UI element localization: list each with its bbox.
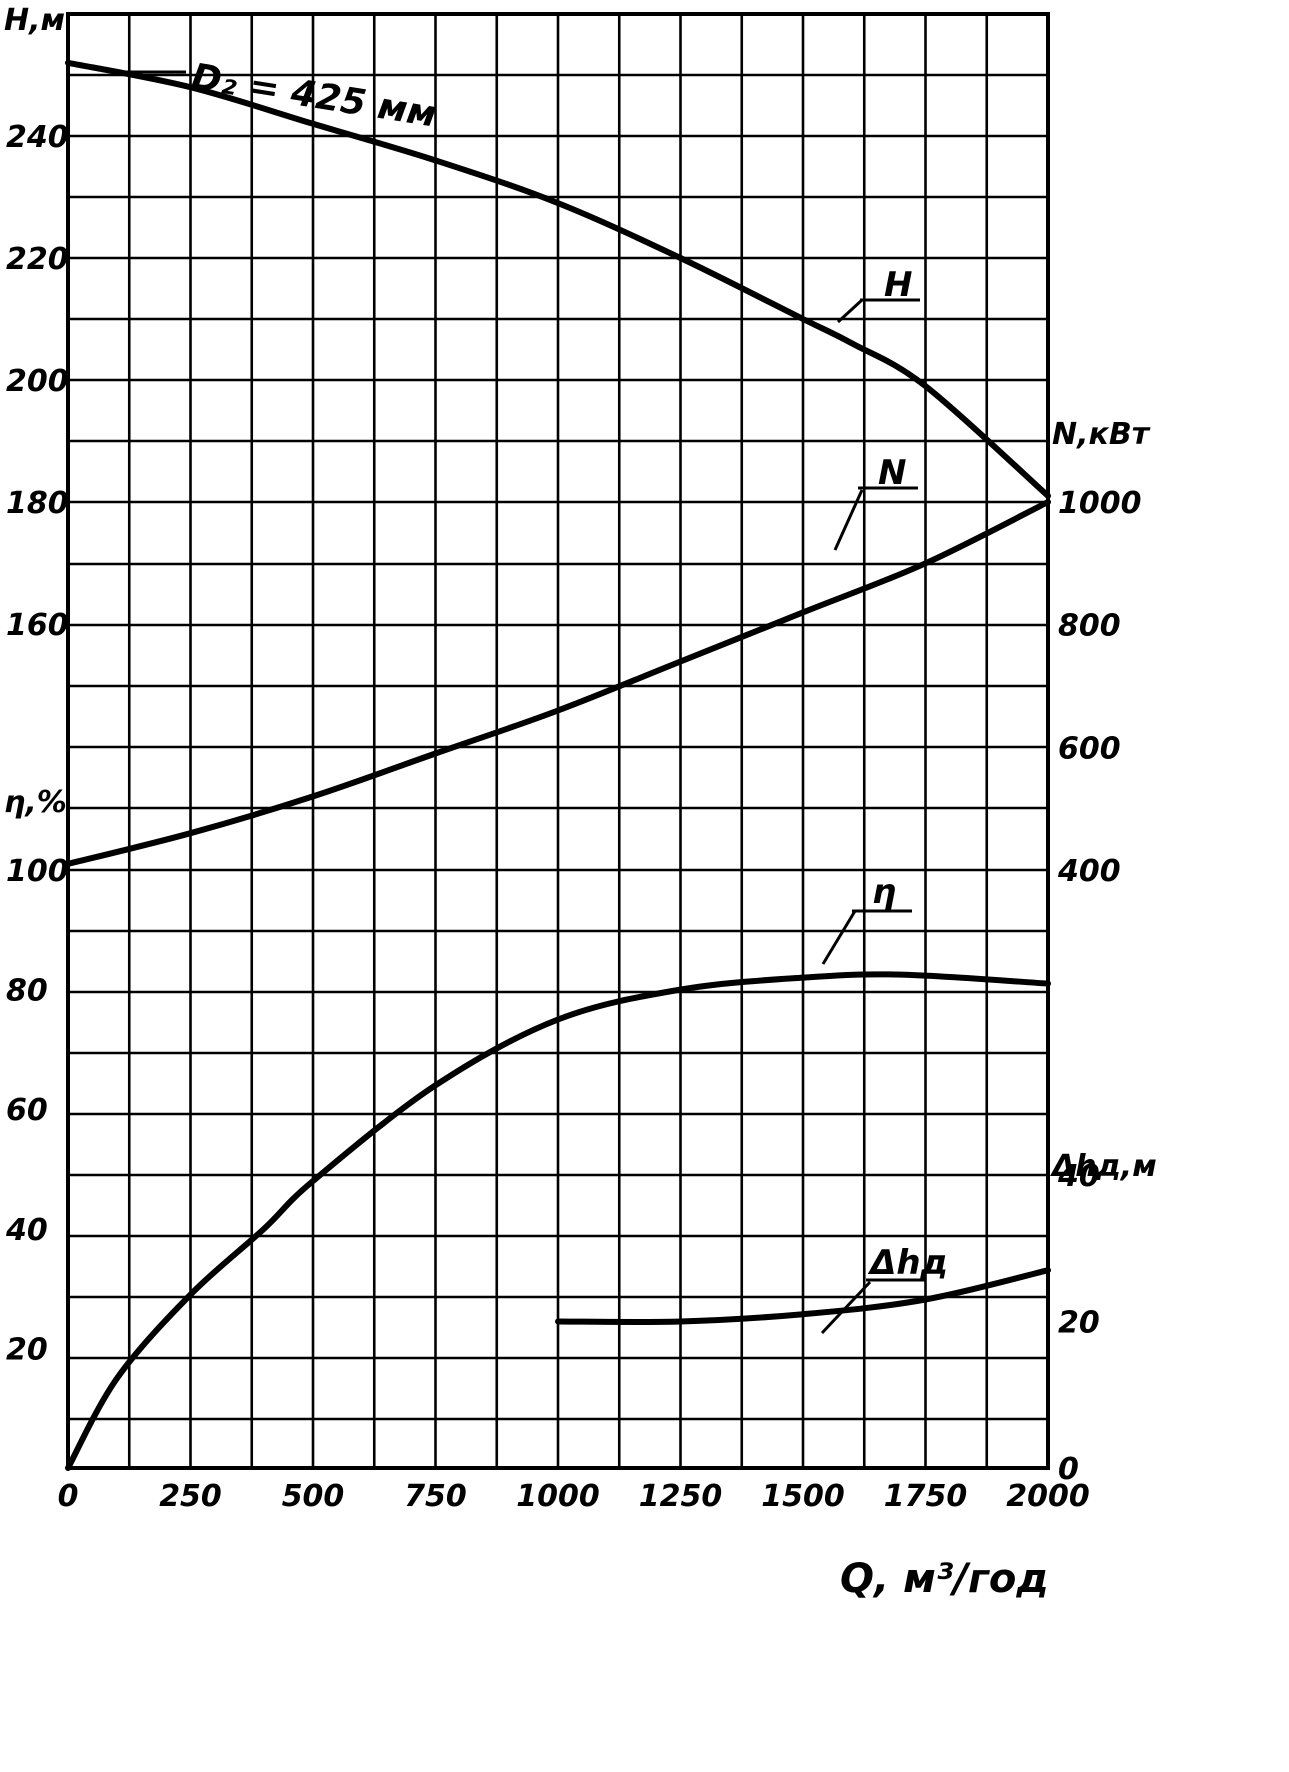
h-series-label: H	[884, 265, 912, 305]
label-leader-line	[820, 1280, 872, 1335]
n-tick-label: 1000	[1058, 486, 1142, 521]
label-leader-line	[821, 910, 857, 965]
dh-tick-label: 0	[1058, 1452, 1079, 1487]
x-tick-label: 1250	[639, 1479, 723, 1514]
dh-axis-label: Δhд,м	[1050, 1149, 1157, 1184]
plot-frame	[66, 12, 1050, 1470]
eta-axis-label: η,%	[4, 785, 67, 820]
n-tick-label: 400	[1057, 854, 1121, 889]
curves	[65, 59, 1051, 1471]
eta-tick-label: 80	[6, 974, 48, 1009]
h-tick-label: 240	[6, 120, 69, 155]
n-curve	[65, 499, 1051, 867]
x-tick-label: 2000	[1006, 1479, 1090, 1514]
dh-tick-label: 20	[1058, 1306, 1100, 1341]
eta-curve	[65, 971, 1051, 1471]
x-tick-label: 1750	[884, 1479, 968, 1514]
grid	[66, 12, 1050, 1470]
n-tick-label: 600	[1058, 731, 1121, 766]
h-axis-label: H,м	[4, 3, 65, 38]
x-tick-label: 0	[58, 1479, 79, 1514]
n-axis-label: N,кВт	[1052, 417, 1151, 452]
x-axis-label: Q, м³/год	[840, 1556, 1049, 1602]
h-tick-label: 160	[6, 608, 69, 643]
x-tick-label: 1000	[516, 1479, 600, 1514]
dh-series-label: Δhд	[867, 1243, 948, 1283]
label-leader-line	[836, 298, 864, 324]
x-tick-label: 250	[159, 1479, 222, 1514]
eta-tick-label: 100	[6, 854, 69, 889]
eta-tick-label: 40	[5, 1213, 48, 1248]
eta-tick-label: 60	[6, 1093, 48, 1128]
n-tick-label: 800	[1058, 609, 1121, 644]
x-tick-label: 750	[404, 1479, 467, 1514]
dh-curve	[555, 1267, 1051, 1326]
eta-tick-label: 20	[6, 1332, 48, 1367]
label-leader-line	[833, 489, 864, 551]
eta-series-label: η	[872, 872, 896, 912]
x-tick-label: 500	[282, 1479, 345, 1514]
labels: H,м η,% N,кВт Δhд,м Q, м³/год D₂ = 425 м…	[4, 3, 1157, 1602]
dh-tick-label: 40	[1057, 1159, 1100, 1194]
n-series-label: N	[878, 453, 906, 493]
h-tick-label: 180	[6, 486, 69, 521]
h-tick-label: 220	[6, 242, 69, 277]
h-curve	[65, 59, 1051, 499]
h-tick-label: 200	[6, 364, 69, 399]
x-tick-label: 1500	[761, 1479, 845, 1514]
